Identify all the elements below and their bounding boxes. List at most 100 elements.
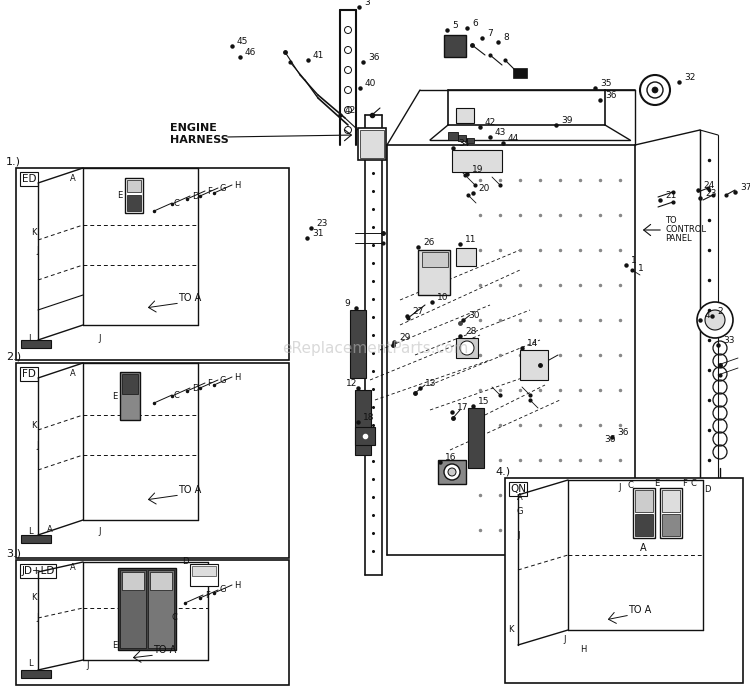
- Bar: [122, 374, 138, 394]
- Text: D: D: [192, 191, 199, 200]
- Text: J: J: [99, 334, 101, 343]
- Text: E: E: [112, 392, 118, 401]
- Bar: [513, 68, 527, 78]
- Circle shape: [344, 26, 352, 33]
- Text: H: H: [580, 645, 586, 654]
- Text: 1: 1: [638, 263, 644, 272]
- Circle shape: [344, 126, 352, 133]
- Bar: [448, 132, 458, 140]
- Text: ED: ED: [22, 174, 36, 184]
- Circle shape: [652, 87, 658, 93]
- Text: 44: 44: [508, 133, 519, 142]
- Bar: [360, 130, 384, 158]
- Text: PANEL: PANEL: [665, 234, 692, 243]
- Circle shape: [448, 468, 456, 476]
- Text: 14: 14: [527, 339, 538, 348]
- Text: FD: FD: [22, 369, 36, 379]
- Bar: [456, 248, 476, 266]
- Bar: [466, 138, 474, 143]
- Text: 5: 5: [452, 21, 458, 30]
- Text: D: D: [192, 384, 199, 392]
- Bar: [452, 150, 502, 172]
- Bar: [355, 427, 375, 445]
- Text: G: G: [220, 375, 226, 384]
- Text: A: A: [640, 543, 646, 553]
- Text: 12: 12: [346, 379, 357, 388]
- Text: 1.): 1.): [6, 156, 21, 166]
- Text: 29: 29: [399, 332, 410, 341]
- Text: G: G: [220, 585, 226, 594]
- Text: 19: 19: [472, 164, 484, 173]
- Bar: [358, 128, 386, 160]
- Text: 45: 45: [237, 37, 248, 46]
- Bar: [355, 390, 371, 455]
- Bar: [660, 488, 682, 538]
- Text: 2: 2: [717, 307, 723, 316]
- Text: D: D: [182, 558, 188, 567]
- Bar: [127, 180, 141, 192]
- Bar: [635, 514, 653, 536]
- Text: F: F: [207, 187, 212, 196]
- Text: J: J: [564, 636, 566, 645]
- Bar: [20, 564, 56, 578]
- Text: 36: 36: [368, 53, 380, 61]
- Text: H: H: [234, 372, 240, 381]
- Bar: [150, 572, 172, 590]
- Text: 36: 36: [605, 91, 616, 100]
- Text: TO A: TO A: [628, 605, 652, 615]
- Text: 26: 26: [423, 238, 434, 247]
- Text: 32: 32: [684, 73, 695, 82]
- Bar: [456, 338, 478, 358]
- Bar: [468, 408, 484, 468]
- Text: E: E: [654, 478, 660, 487]
- Text: E: E: [117, 191, 123, 200]
- Bar: [21, 535, 51, 543]
- Bar: [192, 566, 216, 576]
- Text: 40: 40: [365, 79, 376, 88]
- Text: 33: 33: [723, 336, 734, 345]
- Text: C: C: [172, 614, 178, 623]
- Text: A: A: [70, 173, 76, 182]
- Text: G: G: [220, 184, 226, 193]
- Text: J: J: [37, 614, 39, 623]
- Text: F: F: [207, 379, 212, 388]
- Text: C: C: [174, 390, 180, 399]
- Text: 7: 7: [487, 28, 493, 37]
- Text: HARNESS: HARNESS: [170, 135, 229, 145]
- Circle shape: [460, 341, 474, 355]
- Bar: [120, 372, 140, 420]
- Bar: [662, 514, 680, 536]
- Text: 9: 9: [344, 299, 350, 307]
- Text: 4.): 4.): [495, 466, 510, 476]
- Text: 3: 3: [364, 0, 370, 6]
- Text: 16: 16: [445, 453, 457, 462]
- Text: QN: QN: [510, 484, 526, 494]
- Bar: [16, 168, 289, 360]
- Text: 30: 30: [468, 310, 479, 319]
- Text: A: A: [518, 493, 523, 502]
- Bar: [21, 340, 51, 348]
- Bar: [456, 108, 474, 123]
- Text: C: C: [174, 198, 180, 207]
- Text: 36: 36: [604, 435, 616, 444]
- Bar: [438, 460, 466, 484]
- Text: 13: 13: [425, 379, 436, 388]
- Bar: [118, 568, 176, 650]
- Text: JD+LD: JD+LD: [21, 566, 55, 576]
- Text: 6: 6: [472, 19, 478, 28]
- Text: E: E: [112, 641, 118, 650]
- Text: 42: 42: [345, 106, 356, 115]
- Text: 28: 28: [465, 327, 476, 336]
- Text: 1: 1: [631, 256, 637, 265]
- Text: L: L: [28, 527, 32, 536]
- Text: 4: 4: [705, 310, 711, 319]
- Text: J: J: [37, 245, 39, 254]
- Bar: [444, 35, 466, 57]
- Text: L: L: [28, 334, 32, 343]
- Bar: [520, 350, 548, 380]
- Bar: [662, 490, 680, 512]
- Text: 46: 46: [245, 48, 256, 57]
- Bar: [509, 482, 527, 496]
- Circle shape: [344, 66, 352, 73]
- Text: 27: 27: [412, 307, 423, 316]
